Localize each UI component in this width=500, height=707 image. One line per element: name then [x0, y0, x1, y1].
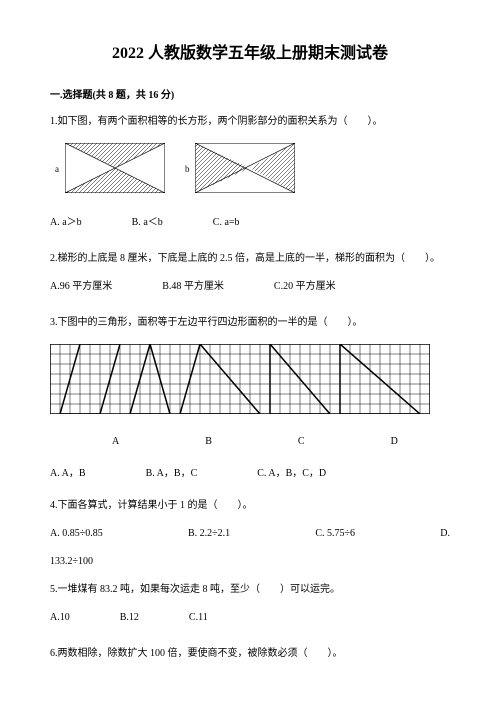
q1-opt-a: A. a＞b [50, 214, 82, 232]
q2-opt-c: C.20 平方厘米 [274, 278, 336, 296]
q1-opt-b: B. a＜b [132, 214, 163, 232]
q5-opt-a: A.10 [50, 609, 70, 627]
question-2: 2.梯形的上底是 8 厘米，下底是上底的 2.5 倍，高是上底的一半，梯形的面积… [50, 250, 450, 268]
question-5: 5.一堆煤有 83.2 吨，如果每次运走 8 吨，至少（ ）可以运完。 [50, 581, 450, 599]
q4-opt-d: D. [440, 525, 450, 543]
q3-opt-c: C. A，B，C，D [257, 465, 326, 483]
q3-grid [50, 344, 450, 421]
rect-figure-b [195, 143, 295, 193]
q1-options: A. a＞b B. a＜b C. a=b [50, 214, 450, 232]
q3-opt-b: B. A，B，C [146, 465, 198, 483]
q3-label-c: C [298, 433, 305, 451]
q1-opt-c: C. a=b [213, 214, 240, 232]
question-6: 6.两数相除，除数扩大 100 倍，要使商不变，被除数必须（ ）。 [50, 645, 450, 663]
q5-opt-b: B.12 [120, 609, 139, 627]
question-1: 1.如下图，有两个面积相等的长方形，两个阴影部分的面积关系为（ ）。 [50, 113, 450, 131]
q2-options: A.96 平方厘米 B.48 平方厘米 C.20 平方厘米 [50, 278, 450, 296]
section-header: 一.选择题(共 8 题，共 16 分) [50, 87, 450, 105]
rect-figure-a [65, 143, 165, 193]
label-b: b [185, 161, 190, 177]
q4-opt-b: B. 2.2÷2.1 [188, 525, 230, 543]
q5-options: A.10 B.12 C.11 [50, 609, 450, 627]
page-title: 2022 人教版数学五年级上册期末测试卷 [50, 40, 450, 69]
q2-opt-a: A.96 平方厘米 [50, 278, 112, 296]
q4-options: A. 0.85÷0.85 B. 2.2÷2.1 C. 5.75÷6 D. [50, 525, 450, 543]
label-a: a [55, 161, 59, 177]
q3-options: A. A，B B. A，B，C C. A，B，C，D [50, 465, 450, 483]
q4-opt-d2: 133.2÷100 [50, 553, 450, 571]
q3-label-a: A [112, 433, 119, 451]
q5-opt-c: C.11 [189, 609, 208, 627]
question-3: 3.下图中的三角形，面积等于左边平行四边形面积的一半的是（ ）。 [50, 314, 450, 332]
question-4: 4.下面各算式，计算结果小于 1 的是（ ）。 [50, 497, 450, 515]
q3-label-d: D [391, 433, 398, 451]
q3-labels: A B C D [50, 433, 450, 451]
q3-opt-a: A. A，B [50, 465, 86, 483]
q2-opt-b: B.48 平方厘米 [162, 278, 224, 296]
q4-opt-a: A. 0.85÷0.85 [50, 525, 103, 543]
q1-figures: a b [65, 143, 450, 200]
q3-label-b: B [205, 433, 212, 451]
q4-opt-c: C. 5.75÷6 [315, 525, 355, 543]
